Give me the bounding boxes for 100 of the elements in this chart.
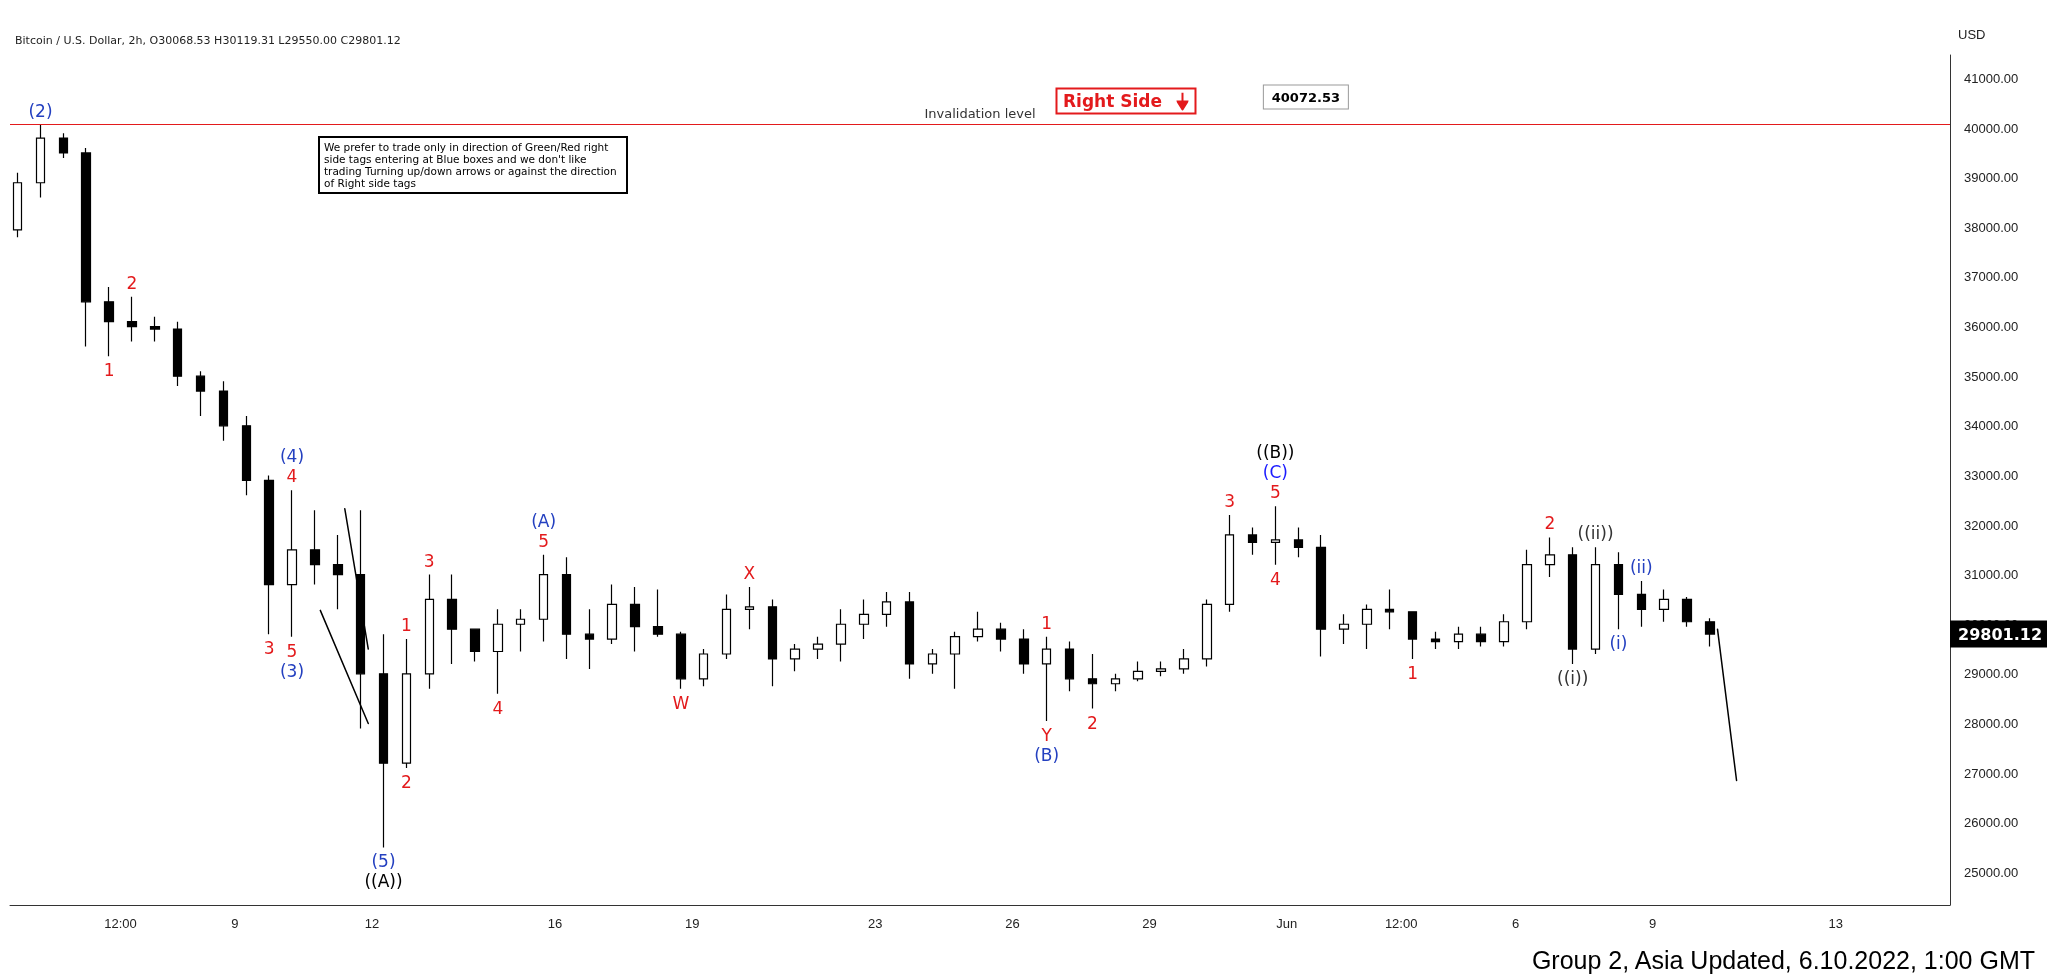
candlestick: [401, 638, 412, 769]
y-tick-label: 39000.00: [1964, 170, 2019, 186]
annotation: 4: [286, 465, 298, 486]
candlestick: [1590, 546, 1601, 655]
candlestick: [1110, 673, 1121, 692]
candlestick: [812, 636, 824, 660]
x-tick-label: 23: [867, 916, 883, 931]
candlestick: [584, 608, 595, 670]
annotation: 1: [1407, 662, 1418, 683]
x-tick-label: 9: [231, 916, 239, 931]
annotation: 1: [1041, 612, 1053, 633]
candlestick: [629, 586, 641, 653]
annotation: (i): [1609, 632, 1628, 653]
annotation: Y: [1041, 724, 1052, 745]
annotation: 5: [1269, 481, 1281, 502]
annotation: (3): [279, 660, 305, 681]
y-tick-label: 27000.00: [1964, 765, 2019, 781]
candlestick: [172, 321, 183, 387]
candlestick: [1201, 598, 1213, 667]
candlestick: [858, 598, 870, 640]
candlestick: [1521, 549, 1533, 630]
annotation: (C): [1262, 461, 1288, 482]
x-tick-label: 9: [1649, 916, 1657, 931]
candlestick: [1018, 628, 1030, 675]
annotation: 2: [126, 272, 138, 293]
candlestick: [789, 643, 801, 672]
y-tick-label: 31000.00: [1964, 567, 2019, 583]
x-tick-label: 12: [364, 916, 380, 931]
annotation: 1: [400, 614, 412, 635]
annotation: ((A)): [364, 870, 403, 891]
candlestick: [469, 628, 481, 663]
candlestick: [675, 631, 687, 690]
candlestick: [1681, 596, 1693, 628]
y-tick-label: 41000.00: [1964, 71, 2019, 87]
candlestick: [744, 586, 755, 630]
candlestick: [195, 370, 206, 417]
annotation: 3: [1224, 490, 1236, 511]
candlestick: [606, 583, 618, 645]
x-tick-label: 19: [685, 916, 700, 931]
x-tick-label: 13: [1828, 916, 1843, 931]
candlestick: [126, 296, 138, 343]
candlestick: [1704, 617, 1716, 648]
candlestick: [80, 147, 92, 348]
candlestick: [995, 622, 1007, 653]
y-tick-label: 34000.00: [1964, 418, 2019, 434]
annotation: 5: [538, 530, 550, 551]
candlestick: [286, 489, 298, 638]
candlestick: [1247, 526, 1258, 556]
annotation: 3: [263, 637, 275, 658]
y-tick-label: 29000.00: [1964, 666, 2019, 682]
x-tick-label: 26: [1005, 916, 1020, 931]
candlestick: [58, 132, 69, 159]
candlestick: [1270, 505, 1281, 566]
text: Group 2, Asia Updated, 6.10.2022, 1:00 GMT: [1531, 946, 2035, 975]
candlestick: [103, 286, 115, 357]
candlestick: [263, 474, 275, 635]
annotation: W: [672, 692, 690, 713]
annotation: (A): [531, 510, 557, 531]
candlestick: [378, 633, 389, 849]
y-tick-label: 36000.00: [1964, 319, 2019, 335]
x-tick-label: 16: [547, 916, 563, 931]
candlestick: [1636, 580, 1647, 628]
candlestick: [881, 591, 892, 628]
x-tick-label: 29: [1142, 916, 1157, 931]
candlestick: [1453, 626, 1464, 650]
ref-line-label: Invalidation level: [924, 105, 1036, 121]
candlestick: [424, 574, 435, 690]
candlestick: [1293, 526, 1304, 558]
y-tick-label: 26000.00: [1964, 815, 2019, 831]
candlestick: [309, 509, 321, 586]
annotation: X: [743, 562, 756, 583]
annotation: (B): [1034, 744, 1060, 765]
chart-title: Bitcoin / U.S. Dollar, 2h, O30068.53 H30119.31 L29550.00 C29801.12: [15, 34, 401, 47]
candlestick: [12, 172, 23, 238]
candlestick: [1384, 588, 1395, 630]
candlestick: [1475, 626, 1487, 648]
annotation: We prefer to trade only in direction of Green/Red right side tags entering at Blue boxes and we don't like trading Turning up/down arrows or against the direction of Right side tags: [318, 136, 628, 194]
candlestick: [538, 554, 549, 643]
x-tick-label: 6: [1511, 916, 1520, 931]
candlestick: [904, 591, 915, 680]
candlestick: [1178, 648, 1190, 675]
candlestick: [1544, 536, 1556, 578]
x-tick-label: 12:00: [104, 916, 137, 931]
annotation: ((ii)): [1577, 522, 1614, 543]
y-tick-label: 37000.00: [1964, 269, 2019, 285]
annotation: 5: [286, 640, 298, 661]
candlestick: [492, 608, 504, 695]
x-tick-label: 12:00: [1384, 916, 1418, 931]
candlestick: [1041, 636, 1052, 722]
candlestick: [1430, 631, 1441, 650]
x-tick-label: Jun: [1276, 916, 1298, 931]
annotation: (5): [371, 850, 396, 871]
candlestick: [835, 608, 847, 663]
candlestick: [446, 574, 458, 665]
candlestick: [1132, 660, 1144, 682]
candlestick: [1658, 588, 1670, 623]
annotation: 4: [492, 697, 504, 718]
annotation: (ii): [1629, 556, 1653, 577]
candlestick: [515, 608, 526, 653]
candlestick: [1361, 603, 1373, 650]
